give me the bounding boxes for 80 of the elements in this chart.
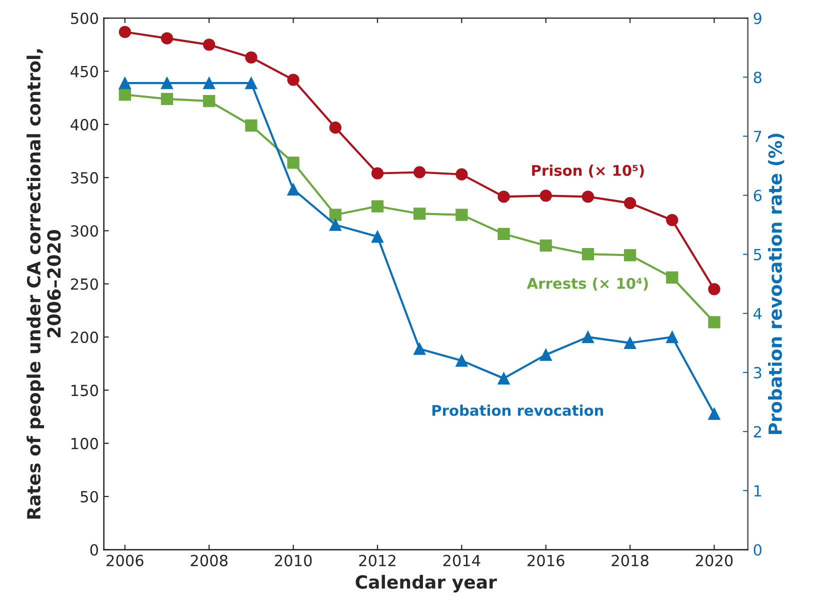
point — [203, 77, 216, 90]
point — [456, 208, 468, 221]
point — [624, 336, 636, 350]
point — [414, 208, 426, 220]
point — [371, 167, 384, 180]
x-tick-label: 2006 — [106, 554, 144, 566]
point — [118, 26, 131, 38]
point — [582, 248, 594, 260]
point — [624, 249, 636, 262]
point — [245, 51, 258, 64]
y-tick-label: 50 — [80, 490, 98, 503]
y-tick-label: 500 — [71, 12, 98, 24]
point — [160, 92, 174, 105]
point — [118, 77, 131, 90]
x-axis-title: Calendar year — [356, 574, 497, 592]
x-tick-label: 2014 — [443, 554, 480, 566]
point — [582, 330, 594, 344]
y2-tick-label: 2 — [754, 426, 761, 438]
point — [245, 77, 258, 90]
point — [414, 342, 426, 355]
y-tick-label: 150 — [72, 384, 98, 396]
y-tick-label: 100 — [72, 438, 98, 450]
point — [666, 330, 678, 344]
point — [245, 119, 258, 132]
point — [498, 372, 510, 384]
x-tick-label: 2016 — [528, 554, 564, 566]
y2-tick-label: 7 — [754, 130, 762, 142]
x-tick-label: 2012 — [359, 554, 396, 566]
y2-tick-label: 8 — [754, 72, 762, 84]
point — [582, 190, 594, 203]
y-tick-label: 300 — [71, 225, 98, 237]
point — [329, 208, 342, 221]
point — [540, 190, 552, 202]
point — [708, 316, 720, 328]
y-tick-label: 350 — [71, 172, 98, 184]
point — [498, 190, 510, 203]
point — [708, 408, 720, 420]
x-tick-label: 2008 — [190, 554, 228, 566]
point — [118, 88, 131, 101]
y2-tick-label: 5 — [754, 249, 762, 260]
point — [456, 354, 468, 367]
point — [371, 200, 384, 212]
point — [329, 218, 342, 231]
series-label: Prison (× 10⁵) — [532, 164, 644, 178]
point — [708, 283, 720, 296]
point — [540, 240, 552, 252]
point — [287, 183, 300, 196]
y-tick-label: 400 — [70, 118, 98, 130]
point — [329, 122, 342, 134]
y-axis-title: Rates of people under CA correctional control, 2006–2020 — [26, 49, 61, 519]
point — [160, 32, 174, 44]
series-label: Arrests (× 10⁴) — [526, 278, 648, 291]
point — [203, 38, 216, 51]
y2-tick-label: 1 — [754, 485, 762, 496]
x-tick-label: 2020 — [696, 554, 733, 566]
series-label: Probation revocation — [432, 404, 604, 416]
point — [540, 348, 552, 361]
y2-tick-label: 6 — [754, 190, 762, 202]
point — [456, 168, 468, 180]
point — [287, 156, 300, 169]
point — [414, 166, 426, 178]
point — [666, 271, 678, 284]
point — [666, 214, 678, 226]
y-tick-label: 200 — [70, 331, 98, 344]
y-tick-label: 250 — [70, 278, 98, 290]
point — [498, 228, 510, 240]
point — [287, 74, 300, 86]
y2-tick-label: 9 — [754, 12, 762, 24]
x-tick-label: 2010 — [274, 554, 312, 566]
y2-axis-title: Probation revocation rate (%) — [768, 134, 784, 434]
point — [624, 197, 636, 210]
y2-tick-label: 4 — [754, 308, 762, 320]
y-tick-label: 0 — [90, 544, 98, 556]
y-tick-label: 450 — [70, 66, 98, 78]
point — [203, 94, 216, 108]
y2-tick-label: 0 — [754, 544, 762, 556]
point — [160, 77, 174, 90]
x-tick-label: 2018 — [612, 554, 648, 566]
point — [371, 230, 384, 243]
y2-tick-label: 3 — [754, 366, 762, 378]
